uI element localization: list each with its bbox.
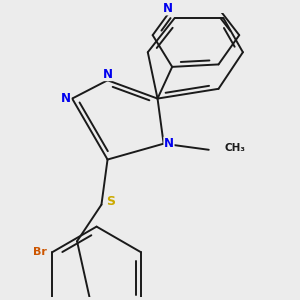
Text: CH₃: CH₃ <box>225 143 246 153</box>
Text: N: N <box>163 2 173 15</box>
Text: N: N <box>61 92 71 105</box>
Text: S: S <box>106 196 115 208</box>
Text: Br: Br <box>33 247 47 257</box>
Text: N: N <box>164 137 174 150</box>
Text: N: N <box>103 68 112 81</box>
